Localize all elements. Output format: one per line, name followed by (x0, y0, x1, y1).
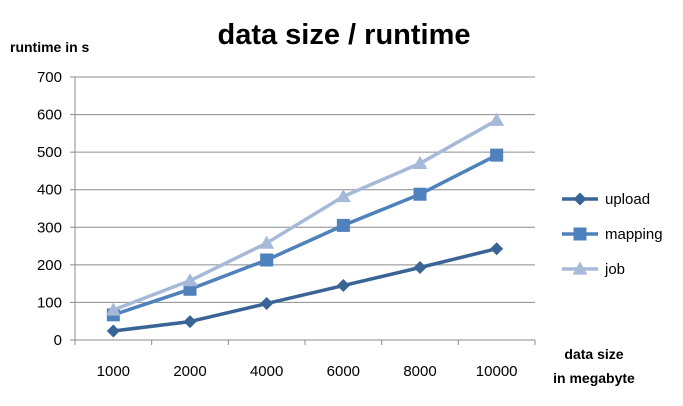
x-axis-label-line2: in megabyte (553, 370, 635, 386)
data-point-job-1000 (105, 302, 121, 316)
grid (75, 76, 535, 303)
legend-marker-upload (573, 192, 587, 206)
x-tick-label-8000: 8000 (403, 363, 436, 380)
x-tick-label-6000: 6000 (327, 363, 360, 380)
data-point-upload-2000 (183, 315, 197, 329)
x-tick-label-1000: 1000 (97, 363, 130, 380)
y-tick-label-0: 0 (54, 332, 62, 349)
legend-marker-mapping (573, 227, 587, 241)
data-point-upload-6000 (336, 279, 350, 293)
series-line-mapping (112, 153, 498, 317)
data-point-mapping-8000 (413, 187, 427, 201)
data-point-upload-10000 (490, 242, 504, 256)
data-point-job-8000 (412, 155, 428, 170)
data-point-upload-1000 (106, 324, 120, 338)
y-tick-label-600: 600 (37, 107, 62, 124)
x-tick-label-10000: 10000 (476, 363, 518, 380)
data-point-job-6000 (335, 188, 351, 203)
y-tick-label-100: 100 (37, 294, 62, 311)
x-axis-label-line1: data size (564, 346, 623, 362)
data-point-job-2000 (182, 273, 198, 287)
series-line-job (112, 118, 498, 312)
data-point-upload-8000 (413, 260, 427, 274)
y-tick-label-400: 400 (37, 182, 62, 199)
axes (70, 76, 536, 345)
x-tick-labels: 1000 2000 4000 6000 8000 10000 (97, 363, 518, 380)
y-tick-labels: 0 100 200 300 400 500 600 700 (37, 69, 62, 349)
data-point-job-4000 (259, 235, 275, 249)
y-tick-label-200: 200 (37, 257, 62, 274)
legend-label-job: job (604, 261, 625, 278)
x-tick-label-4000: 4000 (250, 363, 283, 380)
legend: upload mapping job (562, 191, 663, 278)
legend-marker-job (572, 261, 588, 275)
data-point-mapping-10000 (490, 148, 504, 162)
data-point-upload-4000 (260, 297, 274, 311)
chart-title: data size / runtime (217, 19, 470, 51)
y-tick-label-700: 700 (37, 69, 62, 86)
y-tick-label-500: 500 (37, 144, 62, 161)
series-layer (105, 112, 505, 338)
data-point-job-10000 (489, 112, 505, 126)
data-point-mapping-4000 (260, 253, 274, 267)
legend-label-upload: upload (605, 191, 650, 208)
data-point-mapping-6000 (336, 218, 350, 232)
x-tick-label-2000: 2000 (173, 363, 206, 380)
legend-label-mapping: mapping (605, 226, 663, 243)
y-axis-label: runtime in s (10, 39, 90, 55)
y-tick-label-300: 300 (37, 219, 62, 236)
series-line-upload (113, 247, 498, 333)
